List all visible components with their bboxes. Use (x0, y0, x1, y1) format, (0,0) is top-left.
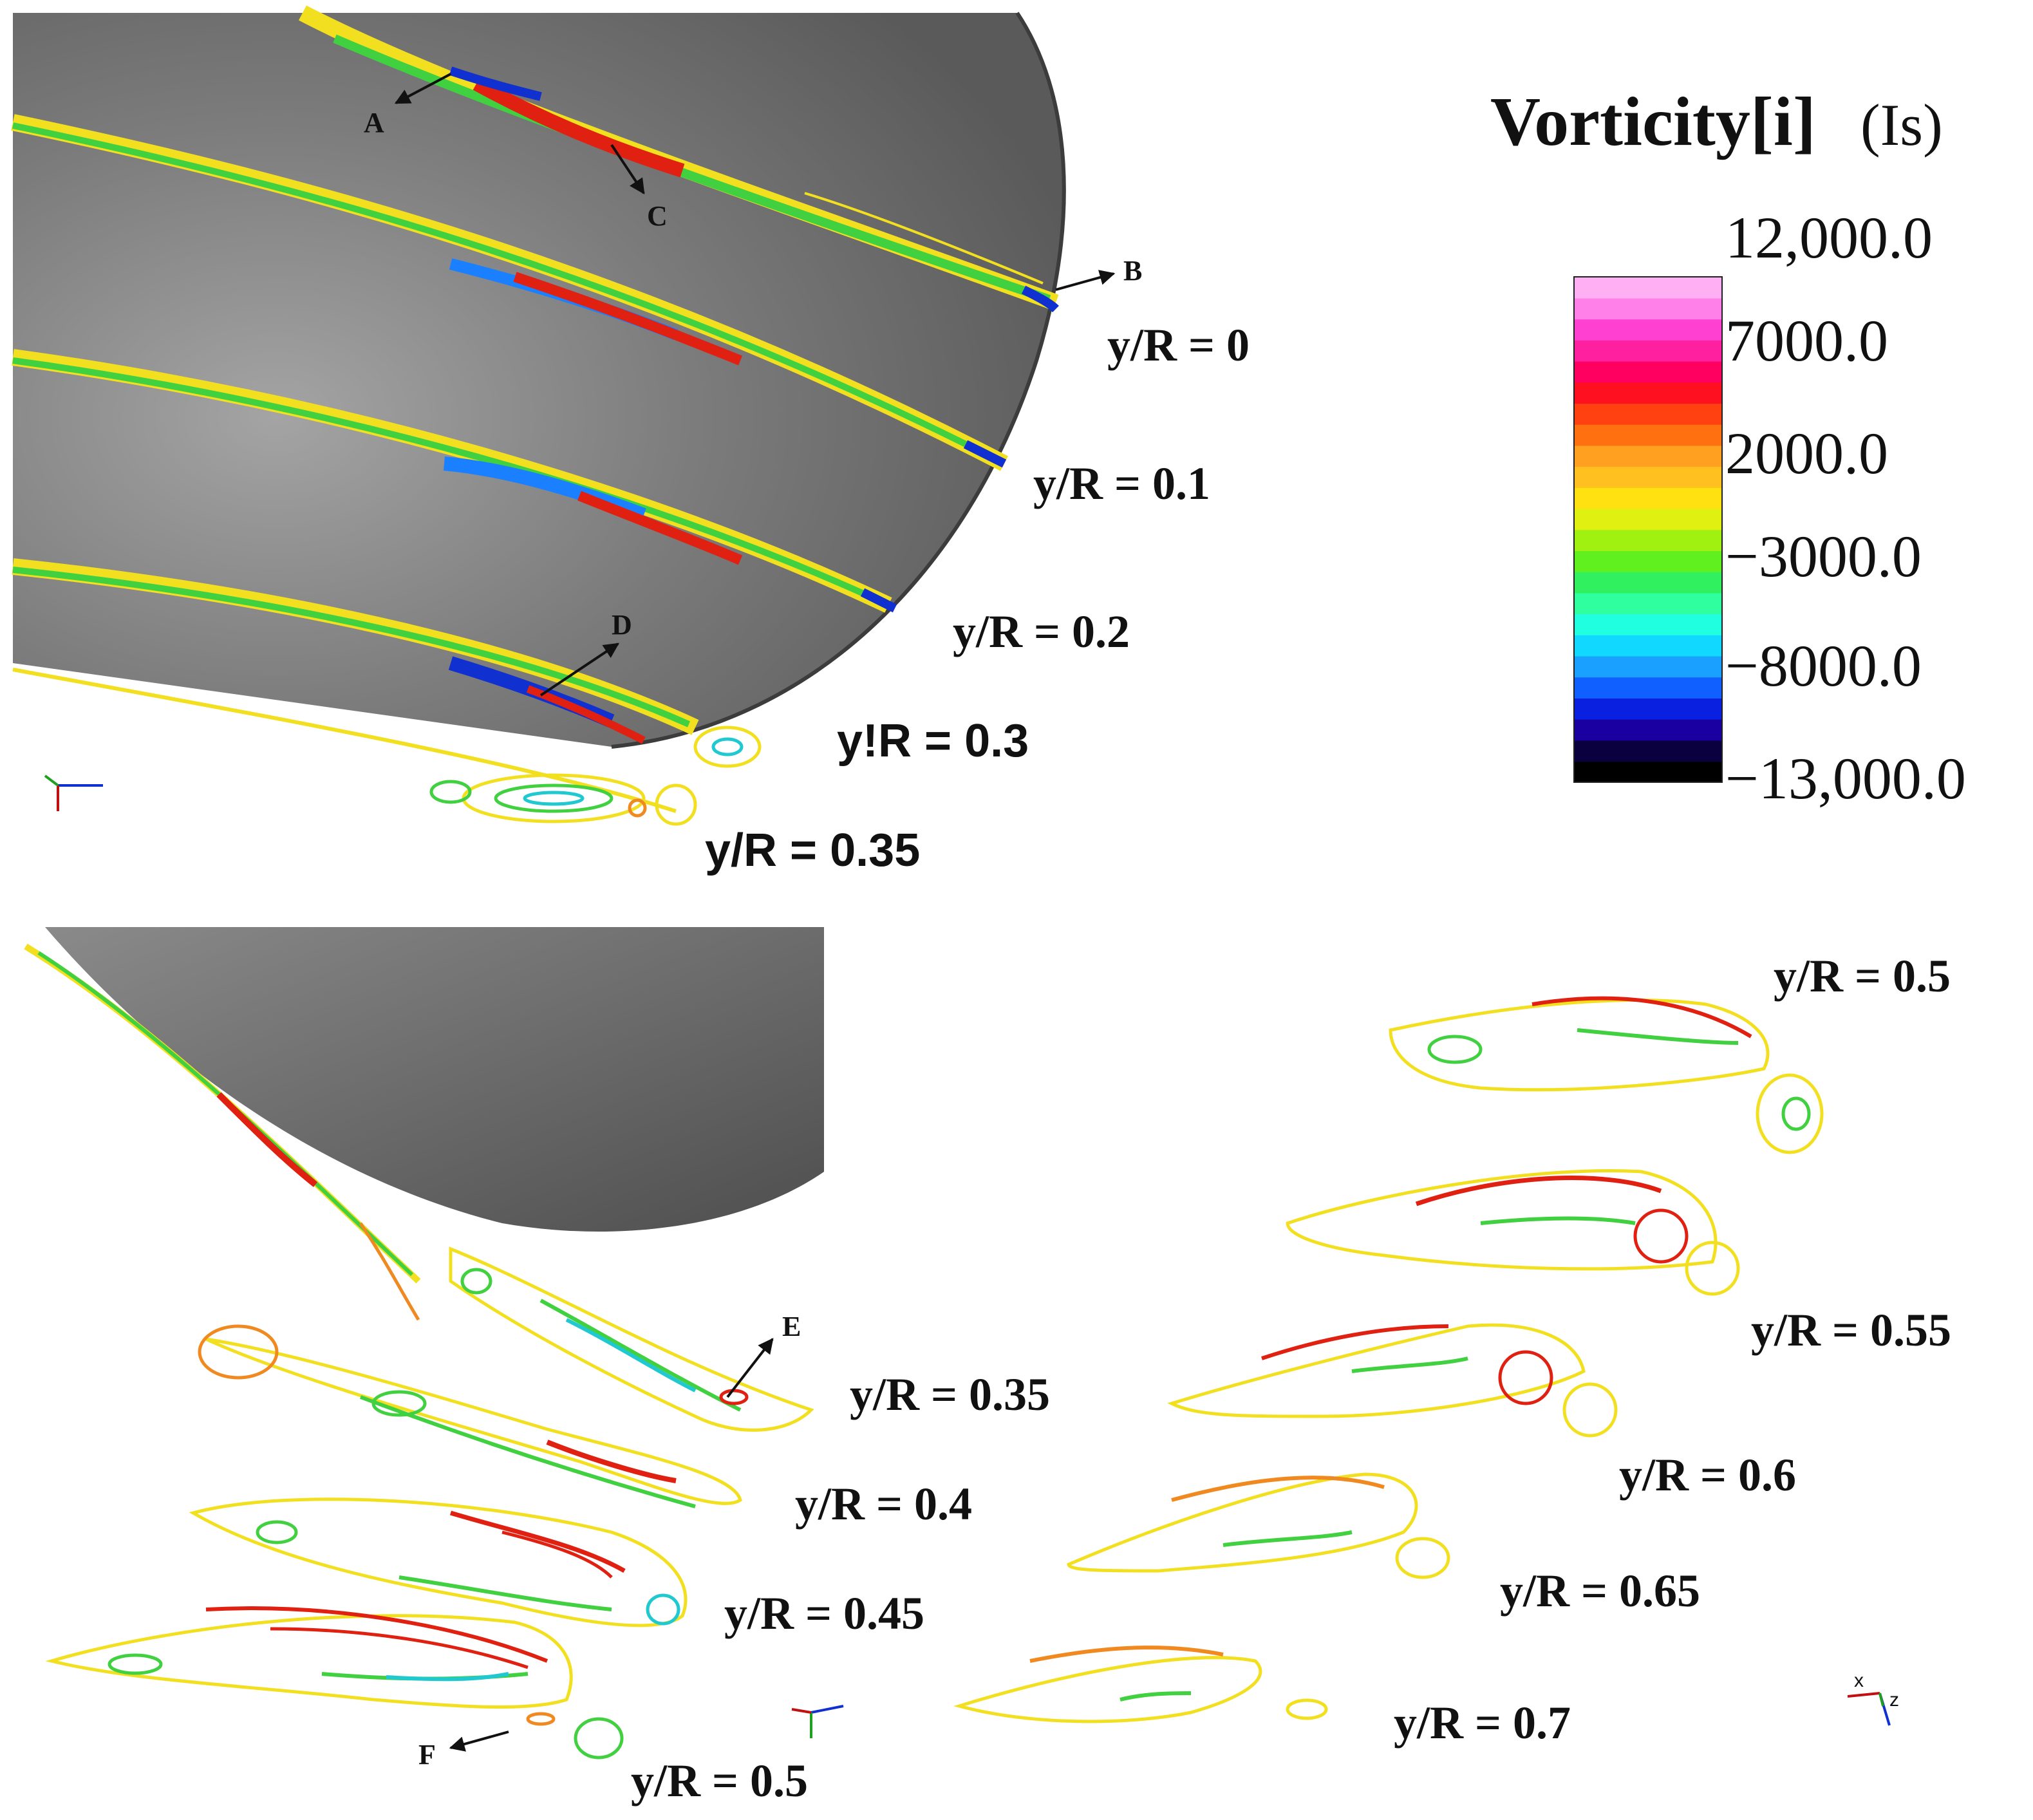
point-D-annotation: D (539, 609, 632, 697)
section-band-yR-0.1 (11, 114, 1008, 471)
colorbar-tick-0: 12,000.0 (1725, 205, 1933, 270)
section-contours-left-0.35 (449, 1246, 814, 1432)
colorbar-swatch (1574, 718, 1722, 741)
point-label-B: B (1123, 255, 1142, 286)
section-label-bottom-right-1: y/R = 0.5 (1774, 950, 1951, 1002)
section-label-bottom-left-1: y/R = 0.35 (850, 1369, 1050, 1420)
axis-triad-bottom-right: x z (1847, 1670, 1899, 1726)
section-band-yR-0.2 (12, 349, 897, 613)
colorbar-swatch (1574, 424, 1722, 446)
point-F-annotation: F (418, 1731, 509, 1770)
colorbar-swatch (1574, 297, 1722, 320)
section-contours-right-0.5 (1389, 996, 1824, 1154)
blade-surface-bottom (45, 927, 824, 1232)
section-label-bottom-right-5: y/R = 0.7 (1394, 1697, 1571, 1749)
colorbar-swatch (1574, 319, 1722, 341)
section-contours-left-0.4 (198, 1324, 742, 1508)
section-contours-right-0.55 (1286, 1169, 1740, 1296)
colorbar-swatch (1574, 571, 1722, 594)
colorbar: Vorticity[i] (Is) 12,000.0 7000.0 2000.0… (1490, 84, 1966, 811)
tip-vortex-trail (24, 943, 421, 1321)
colorbar-swatch (1574, 340, 1722, 362)
section-contours-right-0.65 (1067, 1472, 1450, 1579)
section-label-top-2: y/R = 0.1 (1033, 458, 1210, 509)
colorbar-swatch (1574, 655, 1722, 678)
colorbar-swatch (1574, 403, 1722, 425)
colorbar-tick-2: 2000.0 (1725, 420, 1888, 486)
section-label-bottom-left-2: y/R = 0.4 (795, 1478, 972, 1530)
colorbar-swatch (1574, 361, 1722, 383)
colorbar-swatch (1574, 614, 1722, 635)
colorbar-title: Vorticity[i] (1490, 84, 1816, 160)
point-C-annotation: C (610, 144, 668, 232)
colorbar-unit: (Is) (1860, 92, 1943, 158)
section-contours-right-0.7 (953, 1646, 1328, 1723)
point-B-annotation: B (1055, 255, 1142, 291)
section-label-bottom-right-3: y/R = 0.6 (1619, 1449, 1796, 1501)
bottom-panel: E F y/R = 0.35 y/R = 0.4 y/R = 0.45 y/R … (24, 927, 1951, 1806)
axis-triad-top (44, 774, 103, 811)
colorbar-swatch (1574, 466, 1722, 488)
colorbar-swatch (1574, 740, 1722, 762)
top-panel: A C B D y/R = 0 y/R = 0.1 y/R = 0.2 y!R … (11, 5, 1250, 876)
point-A-annotation: A (364, 73, 451, 138)
section-label-top-1: y/R = 0 (1107, 319, 1250, 371)
colorbar-tick-3: −3000.0 (1725, 523, 1922, 589)
section-band-yR-0 (299, 5, 1059, 313)
point-label-D: D (612, 609, 632, 641)
point-label-E: E (782, 1311, 801, 1342)
colorbar-swatch (1574, 529, 1722, 552)
section-contours-left-0.45 (189, 1497, 688, 1628)
colorbar-swatch (1574, 382, 1722, 404)
section-label-bottom-left-3: y/R = 0.45 (724, 1588, 924, 1639)
section-label-bottom-right-4: y/R = 0.65 (1500, 1565, 1700, 1617)
colorbar-swatch (1574, 635, 1722, 657)
colorbar-swatch (1574, 677, 1722, 699)
point-label-C: C (647, 200, 668, 232)
point-label-F: F (418, 1739, 436, 1770)
section-label-bottom-left-4: y/R = 0.5 (631, 1755, 808, 1806)
section-band-yR-0.3 (12, 558, 699, 744)
colorbar-swatch (1574, 508, 1722, 530)
section-contours-left-0.5 (45, 1606, 624, 1759)
axis-triad-bottom-left (791, 1705, 844, 1738)
colorbar-swatch (1574, 761, 1722, 783)
section-band-yR-0.35 (12, 668, 762, 826)
axis-triad-label-x: x (1854, 1670, 1864, 1691)
section-label-top-5: y/R = 0.35 (705, 825, 920, 876)
axis-triad-label-z: z (1889, 1689, 1899, 1711)
colorbar-tick-5: −13,000.0 (1725, 746, 1966, 811)
colorbar-swatch (1574, 592, 1722, 615)
colorbar-swatch (1574, 445, 1722, 467)
colorbar-swatch (1574, 550, 1722, 572)
colorbar-swatch (1574, 698, 1722, 720)
colorbar-swatches (1574, 277, 1722, 783)
point-E-annotation: E (726, 1311, 801, 1398)
colorbar-tick-4: −8000.0 (1725, 633, 1922, 699)
colorbar-swatch (1574, 487, 1722, 509)
section-label-top-4: y!R = 0.3 (837, 715, 1029, 767)
colorbar-swatch (1574, 277, 1722, 299)
section-contours-right-0.6 (1167, 1323, 1618, 1438)
section-label-bottom-right-2: y/R = 0.55 (1751, 1304, 1951, 1356)
colorbar-tick-1: 7000.0 (1725, 308, 1888, 373)
point-label-A: A (364, 107, 384, 138)
section-label-top-3: y/R = 0.2 (953, 606, 1130, 657)
